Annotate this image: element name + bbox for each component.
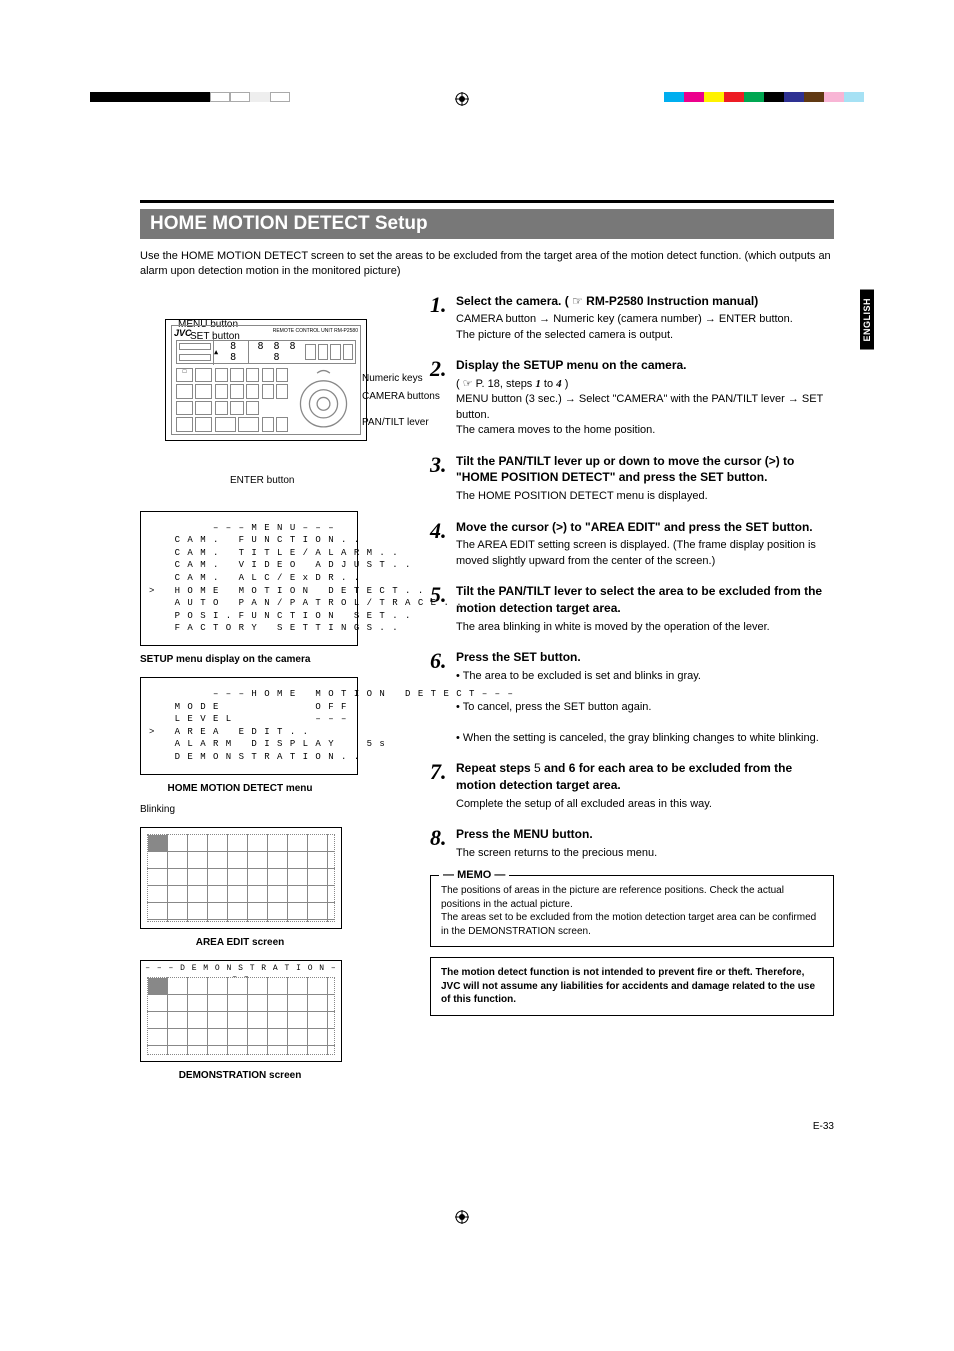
- annot-camera: CAMERA buttons: [362, 391, 440, 402]
- osd-detect-caption: HOME MOTION DETECT menu: [140, 783, 340, 794]
- annot-enter: ENTER button: [230, 475, 294, 486]
- annot-numeric: Numeric keys: [362, 373, 423, 384]
- step-title: Tilt the PAN/TILT lever up or down to mo…: [456, 453, 834, 487]
- page-title: HOME MOTION DETECT Setup: [140, 209, 834, 239]
- page-number: E-33: [140, 1121, 834, 1132]
- memo-label: MEMO: [439, 868, 509, 883]
- step-title: Select the camera. ( ☞ RM-P2580 Instruct…: [456, 293, 834, 310]
- step-text: The screen returns to the precious menu.: [456, 846, 834, 861]
- memo-text: The positions of areas in the picture ar…: [441, 884, 823, 938]
- step-number: 7.: [430, 757, 456, 812]
- osd-menu-screen: – – – M E N U – – – C A M . F U N C T I …: [140, 511, 358, 646]
- step-number: 1.: [430, 290, 456, 344]
- step-text: The area blinking in white is moved by t…: [456, 620, 834, 635]
- step-text: Complete the setup of all excluded areas…: [456, 797, 834, 812]
- blinking-label: Blinking: [140, 804, 410, 815]
- memo-box: MEMO The positions of areas in the pictu…: [430, 875, 834, 947]
- step-text: The AREA EDIT setting screen is displaye…: [456, 538, 834, 569]
- remote-model: REMOTE CONTROL UNIT RM-P2580: [273, 328, 358, 334]
- demonstration-caption: DEMONSTRATION screen: [140, 1070, 340, 1081]
- step: 7.Repeat steps 5 and 6 for each area to …: [430, 760, 834, 812]
- demonstration-screen: – – – D E M O N S T R A T I O N – – –: [140, 960, 342, 1062]
- step-number: 6.: [430, 646, 456, 746]
- step: 8.Press the MENU button. The screen retur…: [430, 826, 834, 861]
- step: 5.Tilt the PAN/TILT lever to select the …: [430, 583, 834, 635]
- crop-mark-bottom: [455, 1210, 469, 1224]
- step-title: Move the cursor (>) to "AREA EDIT" and p…: [456, 519, 834, 536]
- step-title: Repeat steps 5 and 6 for each area to be…: [456, 760, 834, 794]
- remote-illustration: JVC REMOTE CONTROL UNIT RM-P2580 ▲8 88 8…: [165, 319, 367, 441]
- intro-text: Use the HOME MOTION DETECT screen to set…: [140, 249, 834, 279]
- step: 6.Press the SET button. • The area to be …: [430, 649, 834, 746]
- osd-menu-caption: SETUP menu display on the camera: [140, 654, 410, 665]
- step-text: ( ☞ P. 18, steps 1 to 4 )MENU button (3 …: [456, 377, 834, 439]
- step: 1.Select the camera. ( ☞ RM-P2580 Instru…: [430, 293, 834, 344]
- remote-brand: JVC: [174, 328, 192, 338]
- step-title: Press the SET button.: [456, 649, 834, 666]
- step-text: • The area to be excluded is set and bli…: [456, 669, 834, 746]
- warning-box: The motion detect function is not intend…: [430, 957, 834, 1016]
- area-edit-screen: [140, 827, 342, 929]
- step-text: CAMERA button → Numeric key (camera numb…: [456, 312, 834, 343]
- section-rule: [140, 200, 834, 203]
- step: 2.Display the SETUP menu on the camera.(…: [430, 357, 834, 438]
- step-title: Display the SETUP menu on the camera.: [456, 357, 834, 374]
- step-number: 3.: [430, 450, 456, 505]
- area-edit-caption: AREA EDIT screen: [140, 937, 340, 948]
- step-number: 5.: [430, 580, 456, 635]
- step-title: Press the MENU button.: [456, 826, 834, 843]
- osd-detect-screen: – – – H O M E M O T I O N D E T E C T – …: [140, 677, 358, 775]
- annot-pantilt: PAN/TILT lever: [362, 417, 429, 428]
- step-number: 8.: [430, 823, 456, 861]
- step-title: Tilt the PAN/TILT lever to select the ar…: [456, 583, 834, 617]
- step: 3.Tilt the PAN/TILT lever up or down to …: [430, 453, 834, 505]
- step: 4.Move the cursor (>) to "AREA EDIT" and…: [430, 519, 834, 570]
- step-text: The HOME POSITION DETECT menu is display…: [456, 489, 834, 504]
- step-number: 4.: [430, 516, 456, 570]
